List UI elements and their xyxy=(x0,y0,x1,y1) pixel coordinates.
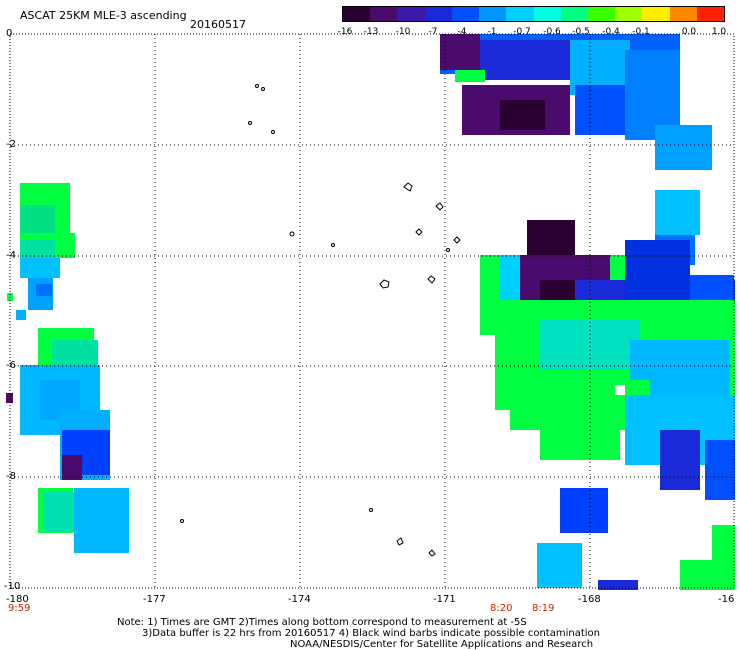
colorbar-label: -0.1 xyxy=(632,27,650,37)
time-label: 9:59 xyxy=(8,603,31,614)
colorbar-label: 1.0 xyxy=(711,27,727,37)
colorbar xyxy=(342,6,725,22)
y-tick-label: 0 xyxy=(6,28,13,39)
colorbar-segment xyxy=(451,7,480,21)
colorbar-segment xyxy=(479,7,507,21)
colorbar-segment xyxy=(560,7,588,21)
colorbar-label: -0.5 xyxy=(572,27,590,37)
colorbar-segment xyxy=(370,7,398,21)
colorbar-segment xyxy=(424,7,452,21)
island-outlines xyxy=(180,84,461,557)
footer-note-2: 3)Data buffer is 22 hrs from 20160517 4)… xyxy=(142,628,600,639)
colorbar-label: -1 xyxy=(487,27,497,37)
x-tick-label: -168 xyxy=(578,594,601,605)
y-tick-label: -4 xyxy=(6,250,16,261)
colorbar-segment xyxy=(587,7,616,21)
colorbar-segment xyxy=(397,7,425,21)
x-tick-label: -174 xyxy=(288,594,311,605)
colorbar-label: -4 xyxy=(457,27,467,37)
colorbar-segment xyxy=(642,7,670,21)
x-tick-label: -177 xyxy=(143,594,166,605)
colorbar-segment xyxy=(615,7,643,21)
colorbar-label: -13 xyxy=(363,27,379,37)
map-grid xyxy=(10,34,734,588)
colorbar-label: -7 xyxy=(428,27,438,37)
time-label: 8:20 xyxy=(490,603,513,614)
footer-credit: NOAA/NESDIS/Center for Satellite Applica… xyxy=(290,639,594,650)
footer-note-1: Note: 1) Times are GMT 2)Times along bot… xyxy=(117,617,527,628)
colorbar-segment xyxy=(533,7,561,21)
colorbar-label: -10 xyxy=(395,27,411,37)
y-tick-label: -6 xyxy=(6,360,16,371)
wind-swath-left xyxy=(6,183,129,553)
colorbar-label: -0.4 xyxy=(602,27,620,37)
x-tick-label: -180 xyxy=(6,594,29,605)
colorbar-label: -16 xyxy=(337,27,353,37)
colorbar-segment xyxy=(343,7,371,21)
y-tick-label: -8 xyxy=(6,471,16,482)
x-tick-label: -16 xyxy=(718,594,735,605)
colorbar-segment xyxy=(696,7,725,21)
colorbar-label: -0.6 xyxy=(543,27,561,37)
colorbar-label: 0.0 xyxy=(681,27,697,37)
map-date: 20160517 xyxy=(190,18,246,31)
time-label: 8:19 xyxy=(532,603,555,614)
colorbar-segment xyxy=(669,7,697,21)
y-tick-label: -10 xyxy=(4,581,21,592)
y-tick-label: -2 xyxy=(6,139,16,150)
map-title: ASCAT 25KM MLE-3 ascending xyxy=(20,9,187,22)
x-tick-label: -171 xyxy=(433,594,456,605)
wind-swath-right xyxy=(440,34,735,590)
colorbar-label: -0.7 xyxy=(513,27,531,37)
colorbar-segment xyxy=(506,7,534,21)
